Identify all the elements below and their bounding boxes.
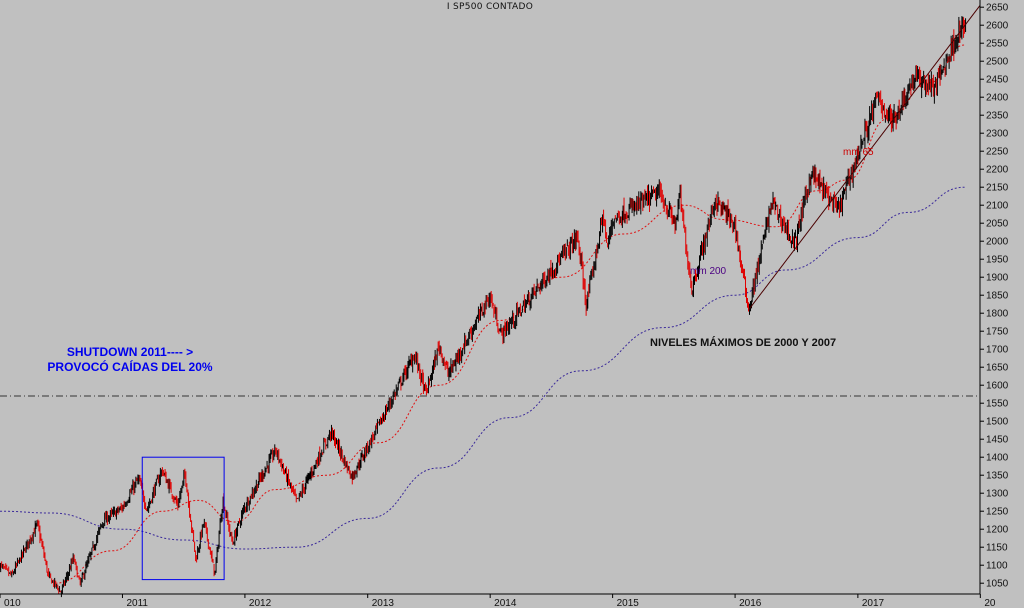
y-tick-label: 1650 <box>986 363 1009 374</box>
y-tick-label: 2650 <box>986 3 1009 14</box>
y-tick-label: 2450 <box>986 75 1009 86</box>
moving-average-line <box>55 44 965 584</box>
y-tick-label: 1950 <box>986 255 1009 266</box>
y-tick-label: 1250 <box>986 507 1009 518</box>
x-tick-label: 2016 <box>739 598 762 608</box>
max-levels-annotation: NIVELES MÁXIMOS DE 2000 Y 2007 <box>650 337 837 349</box>
y-tick-label: 2400 <box>986 93 1009 104</box>
y-tick-label: 2200 <box>986 165 1009 176</box>
candles <box>0 16 967 598</box>
y-tick-label: 1200 <box>986 525 1009 536</box>
shutdown-annotation: SHUTDOWN 2011---- > PROVOCÓ CAÍDAS DEL 2… <box>30 345 230 375</box>
x-tick-label: 20 <box>984 598 996 608</box>
chart-title: I SP500 CONTADO <box>446 2 534 12</box>
y-tick-label: 1700 <box>986 345 1009 356</box>
y-tick-label: 1150 <box>986 543 1008 554</box>
y-tick-label: 1400 <box>986 453 1009 464</box>
moving-average-line <box>0 186 965 550</box>
ma200-label: mm 200 <box>690 266 727 277</box>
support-trendline <box>748 5 981 310</box>
y-tick-label: 2250 <box>986 147 1009 158</box>
y-tick-label: 2350 <box>986 111 1009 122</box>
shutdown-annotation-line2: PROVOCÓ CAÍDAS DEL 20% <box>47 360 213 374</box>
y-tick-label: 2150 <box>986 183 1009 194</box>
x-tick-label: 2014 <box>494 598 517 608</box>
ma65-label: mm 65 <box>843 147 874 158</box>
y-tick-label: 2550 <box>986 39 1009 50</box>
y-tick-label: 1350 <box>986 471 1009 482</box>
y-tick-label: 2050 <box>986 219 1009 230</box>
y-tick-label: 2300 <box>986 129 1009 140</box>
y-tick-label: 1600 <box>986 381 1009 392</box>
y-tick-label: 1550 <box>986 399 1009 410</box>
y-tick-label: 2600 <box>986 21 1009 32</box>
x-tick-label: 2015 <box>617 598 640 608</box>
x-axis-ticks: 010 2011 2012 2013 2014 2015 2016 2017 20 <box>0 594 996 608</box>
y-axis-ticks: 1050 1100 1150 1200 1250 1300 1350 1400 1450 1500… <box>980 3 1009 590</box>
highlight-box-group <box>141 456 225 581</box>
y-tick-label: 1450 <box>986 435 1009 446</box>
y-tick-label: 1100 <box>986 561 1008 572</box>
y-tick-label: 1500 <box>986 417 1009 428</box>
x-tick-label: 2013 <box>372 598 395 608</box>
y-tick-label: 1850 <box>986 291 1009 302</box>
shutdown-highlight-box <box>141 456 225 581</box>
y-tick-label: 1050 <box>986 579 1009 590</box>
y-tick-label: 1750 <box>986 327 1009 338</box>
y-tick-label: 1900 <box>986 273 1009 284</box>
y-tick-label: 2100 <box>986 201 1009 212</box>
y-tick-label: 1300 <box>986 489 1009 500</box>
x-tick-label: 2017 <box>862 598 885 608</box>
x-tick-label: 010 <box>4 598 21 608</box>
x-tick-label: 2012 <box>249 598 272 608</box>
shutdown-annotation-line1: SHUTDOWN 2011---- > <box>66 345 194 359</box>
y-tick-label: 2000 <box>986 237 1009 248</box>
x-tick-label: 2011 <box>126 598 148 608</box>
y-tick-label: 1800 <box>986 309 1009 320</box>
y-tick-label: 2500 <box>986 57 1009 68</box>
trendline-group <box>748 5 981 310</box>
